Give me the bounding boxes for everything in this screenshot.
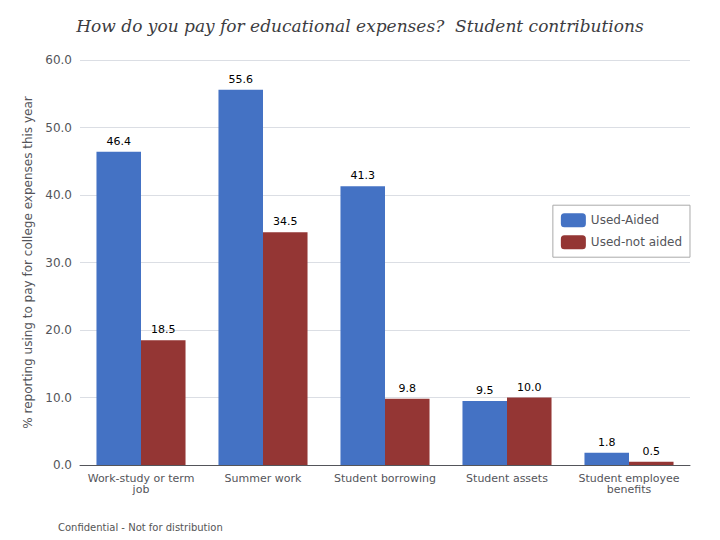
svg-text:Summer work: Summer work: [225, 472, 302, 485]
svg-text:How do you pay for educational: How do you pay for educational expenses?…: [75, 16, 644, 36]
svg-text:0.5: 0.5: [643, 445, 661, 458]
svg-text:10.0: 10.0: [517, 381, 542, 394]
svg-text:46.4: 46.4: [106, 135, 131, 148]
svg-text:20.0: 20.0: [45, 323, 72, 337]
svg-text:60.0: 60.0: [45, 53, 72, 67]
svg-text:Used-not aided: Used-not aided: [591, 235, 682, 249]
svg-text:benefits: benefits: [607, 483, 652, 496]
svg-text:50.0: 50.0: [45, 121, 72, 135]
svg-text:30.0: 30.0: [45, 256, 72, 270]
svg-text:9.5: 9.5: [476, 384, 494, 397]
svg-text:Confidential - Not for distrib: Confidential - Not for distribution: [58, 522, 223, 533]
svg-text:18.5: 18.5: [151, 323, 176, 336]
svg-text:job: job: [132, 483, 150, 496]
svg-text:34.5: 34.5: [273, 215, 298, 228]
svg-text:Used-Aided: Used-Aided: [591, 213, 659, 227]
svg-text:% reporting using to pay for c: % reporting using to pay for college exp…: [21, 96, 35, 428]
svg-text:40.0: 40.0: [45, 188, 72, 202]
svg-text:9.8: 9.8: [399, 382, 417, 395]
svg-text:Work-study or term: Work-study or term: [87, 472, 195, 485]
svg-text:Student borrowing: Student borrowing: [334, 472, 436, 485]
svg-text:Student assets: Student assets: [466, 472, 548, 485]
svg-text:0.0: 0.0: [53, 458, 72, 472]
svg-text:55.6: 55.6: [228, 73, 253, 86]
svg-text:10.0: 10.0: [45, 391, 72, 405]
svg-text:Student employee: Student employee: [578, 472, 680, 485]
svg-text:1.8: 1.8: [598, 436, 616, 449]
svg-text:41.3: 41.3: [350, 169, 375, 182]
